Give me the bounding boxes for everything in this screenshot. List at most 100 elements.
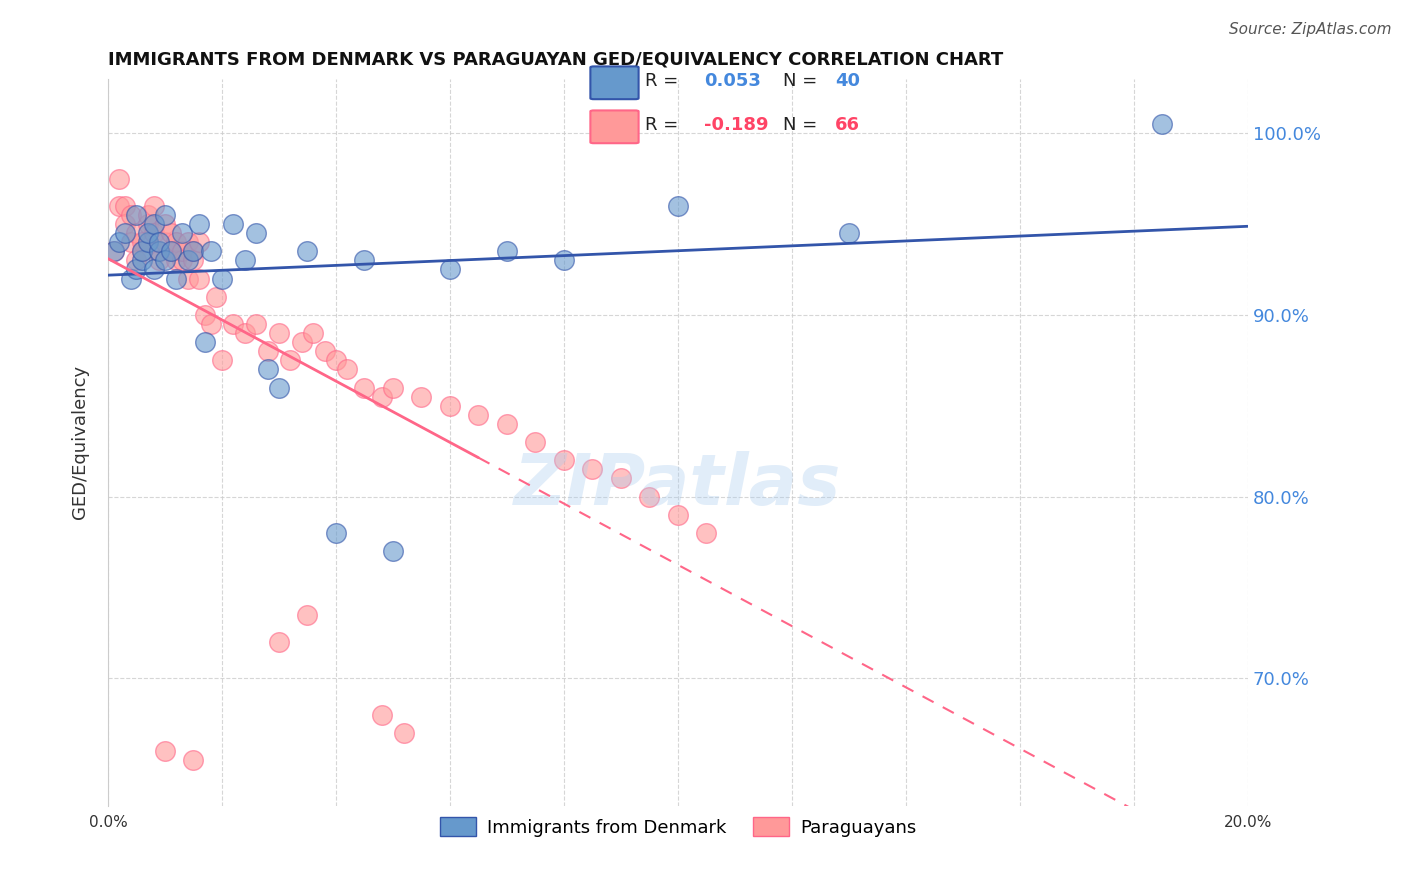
Point (439, 399, 461, 413)
Point (183, 244, 205, 259)
Point (142, 226, 165, 240)
Point (165, 271, 187, 285)
Point (325, 353, 347, 368)
Point (439, 262, 461, 277)
Point (524, 435, 547, 450)
Point (108, 171, 131, 186)
Point (381, 544, 404, 558)
Point (245, 226, 267, 240)
Point (148, 244, 170, 259)
FancyBboxPatch shape (591, 66, 638, 99)
Point (136, 208, 159, 222)
Point (211, 271, 233, 285)
Point (153, 208, 176, 222)
Point (172, 226, 194, 240)
Point (666, 508, 689, 522)
Point (838, 226, 860, 240)
Text: N =: N = (783, 117, 824, 135)
Point (131, 235, 153, 249)
Point (177, 253, 200, 268)
Point (172, 253, 194, 268)
Point (467, 408, 489, 422)
Point (291, 335, 314, 350)
Point (153, 217, 176, 231)
Text: R =: R = (645, 117, 685, 135)
Point (280, 353, 302, 368)
Point (108, 199, 131, 213)
Point (183, 753, 205, 767)
Point (256, 362, 278, 376)
Text: 20.0%: 20.0% (1223, 814, 1272, 830)
Point (114, 226, 136, 240)
Point (211, 353, 233, 368)
Point (200, 317, 222, 331)
Point (136, 226, 159, 240)
Point (353, 381, 375, 395)
Point (205, 290, 228, 304)
Point (131, 253, 153, 268)
Point (256, 344, 278, 359)
Point (411, 390, 433, 404)
Legend: Immigrants from Denmark, Paraguayans: Immigrants from Denmark, Paraguayans (433, 810, 924, 844)
Point (165, 235, 187, 249)
Point (302, 326, 325, 340)
Point (136, 217, 159, 231)
Point (165, 253, 187, 268)
Point (222, 317, 245, 331)
Point (194, 308, 217, 322)
Point (131, 244, 153, 259)
Point (381, 381, 404, 395)
Point (188, 217, 211, 231)
Point (142, 199, 165, 213)
Point (695, 526, 717, 541)
Point (336, 362, 359, 376)
Point (148, 253, 170, 268)
Text: N =: N = (783, 72, 824, 90)
Point (222, 217, 245, 231)
Point (136, 235, 159, 249)
Point (188, 271, 211, 285)
Point (142, 262, 165, 277)
Point (183, 253, 205, 268)
Point (120, 235, 142, 249)
Point (153, 253, 176, 268)
Point (114, 199, 136, 213)
Point (394, 726, 416, 740)
Text: 0.053: 0.053 (704, 72, 761, 90)
Point (325, 526, 347, 541)
Point (666, 199, 689, 213)
Point (194, 335, 217, 350)
Point (125, 208, 148, 222)
Text: ZIPatlas: ZIPatlas (515, 451, 842, 520)
Text: Source: ZipAtlas.com: Source: ZipAtlas.com (1229, 22, 1392, 37)
Point (638, 490, 661, 504)
Point (370, 707, 392, 722)
Text: R =: R = (645, 72, 685, 90)
Text: 40: 40 (835, 72, 860, 90)
Text: 66: 66 (835, 117, 860, 135)
Text: -0.189: -0.189 (704, 117, 769, 135)
Point (103, 244, 125, 259)
Point (108, 235, 131, 249)
Point (172, 244, 194, 259)
Point (553, 453, 575, 467)
Point (142, 217, 165, 231)
Point (125, 226, 148, 240)
Point (125, 253, 148, 268)
Point (581, 462, 603, 476)
Point (610, 471, 633, 485)
Point (159, 226, 181, 240)
Point (553, 253, 575, 268)
Point (125, 262, 148, 277)
Point (496, 417, 519, 431)
FancyBboxPatch shape (591, 111, 638, 144)
Point (153, 744, 176, 758)
Point (496, 244, 519, 259)
Point (148, 235, 170, 249)
Point (245, 317, 267, 331)
Point (120, 208, 142, 222)
Point (177, 271, 200, 285)
Point (103, 244, 125, 259)
Point (114, 217, 136, 231)
Point (267, 326, 290, 340)
